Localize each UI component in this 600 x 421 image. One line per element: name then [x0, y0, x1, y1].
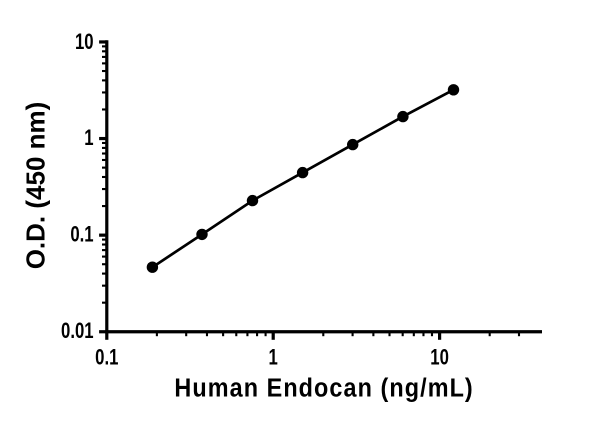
- svg-text:1: 1: [84, 126, 93, 151]
- svg-text:1: 1: [269, 345, 278, 370]
- svg-text:O.D. (450 nm): O.D. (450 nm): [21, 102, 51, 270]
- svg-text:10: 10: [75, 30, 94, 55]
- svg-text:Human Endocan (ng/mL): Human Endocan (ng/mL): [174, 374, 473, 402]
- svg-text:0.1: 0.1: [70, 222, 93, 247]
- svg-text:10: 10: [430, 345, 449, 370]
- svg-text:0.01: 0.01: [61, 319, 94, 344]
- svg-text:0.1: 0.1: [95, 345, 118, 370]
